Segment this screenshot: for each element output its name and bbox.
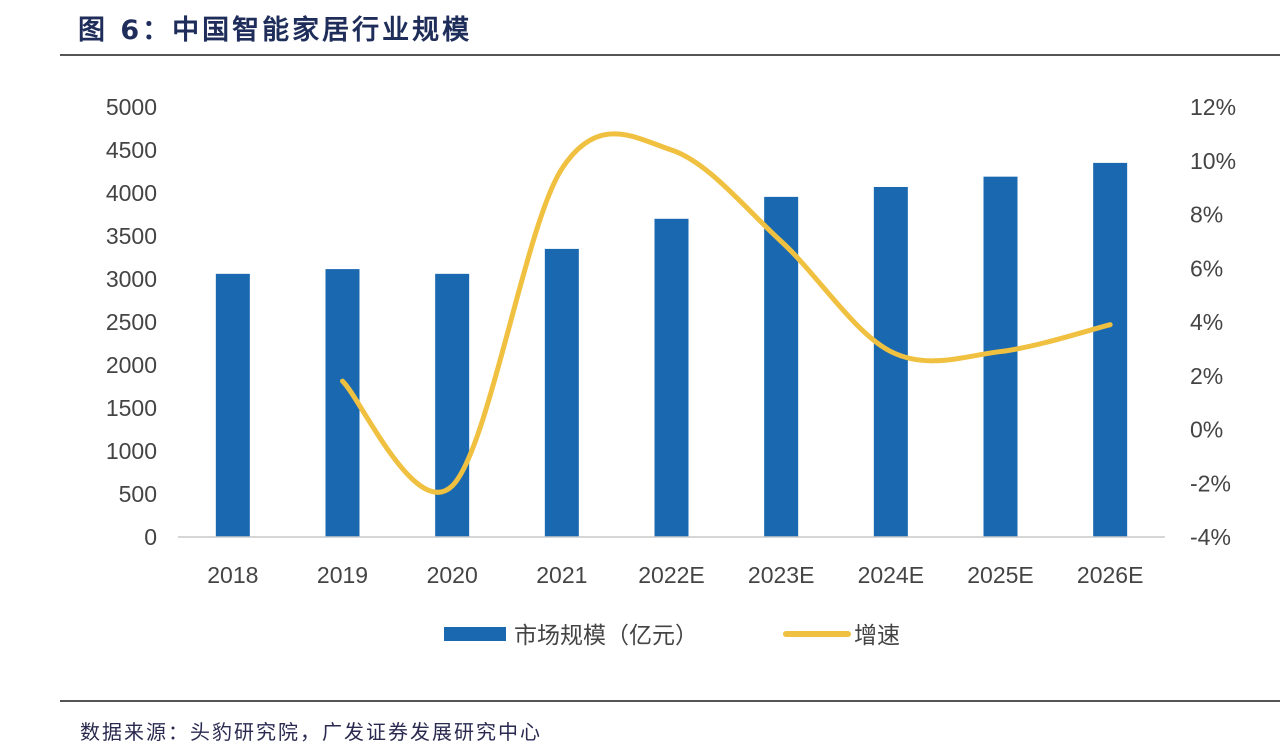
bar-2021 [544,248,579,537]
bar-2019 [325,269,360,537]
right-tick-label: 8% [1190,202,1223,228]
bar-2022E [654,218,689,538]
source-note: 数据来源：头豹研究院，广发证券发展研究中心 [80,720,542,744]
bar-2026E [1093,162,1128,537]
figure-title: 图 6：中国智能家居行业规模 [78,15,473,46]
bar-2018 [215,273,250,537]
x-tick-label: 2022E [638,562,705,588]
right-tick-label: 2% [1190,363,1223,389]
legend-swatch-bar [444,627,506,641]
x-tick-label: 2026E [1077,562,1144,588]
footer-divider [60,700,1280,702]
left-tick-label: 3500 [106,223,157,249]
x-tick-label: 2018 [207,562,258,588]
left-tick-label: 2000 [106,352,157,378]
legend-label-bar: 市场规模（亿元） [514,622,698,648]
x-tick-label: 2023E [748,562,815,588]
bar-2025E [983,176,1018,537]
left-tick-label: 500 [119,481,157,507]
bar-2020 [435,273,470,537]
right-tick-label: 4% [1190,309,1223,335]
growth-line [340,131,1113,495]
left-tick-label: 1000 [106,438,157,464]
left-tick-label: 3000 [106,266,157,292]
right-tick-label: -2% [1190,470,1231,496]
right-tick-label: 10% [1190,148,1236,174]
bar-2023E [764,196,799,537]
title-divider [60,54,1280,56]
right-tick-label: 6% [1190,255,1223,281]
legend-label-line: 增速 [854,622,900,648]
left-tick-label: 2500 [106,309,157,335]
x-tick-label: 2024E [858,562,925,588]
x-tick-label: 2020 [427,562,478,588]
right-tick-label: -4% [1190,524,1231,550]
x-tick-label: 2019 [317,562,368,588]
right-tick-label: 0% [1190,417,1223,443]
left-tick-label: 0 [144,524,157,550]
right-tick-label: 12% [1190,94,1236,120]
left-tick-label: 4500 [106,137,157,163]
legend: 市场规模（亿元） 增速 [444,622,900,648]
bar-2024E [873,186,908,538]
x-tick-label: 2021 [536,562,587,588]
left-tick-label: 4000 [106,180,157,206]
x-tick-label: 2025E [967,562,1034,588]
left-tick-label: 1500 [106,395,157,421]
left-tick-label: 5000 [106,94,157,120]
